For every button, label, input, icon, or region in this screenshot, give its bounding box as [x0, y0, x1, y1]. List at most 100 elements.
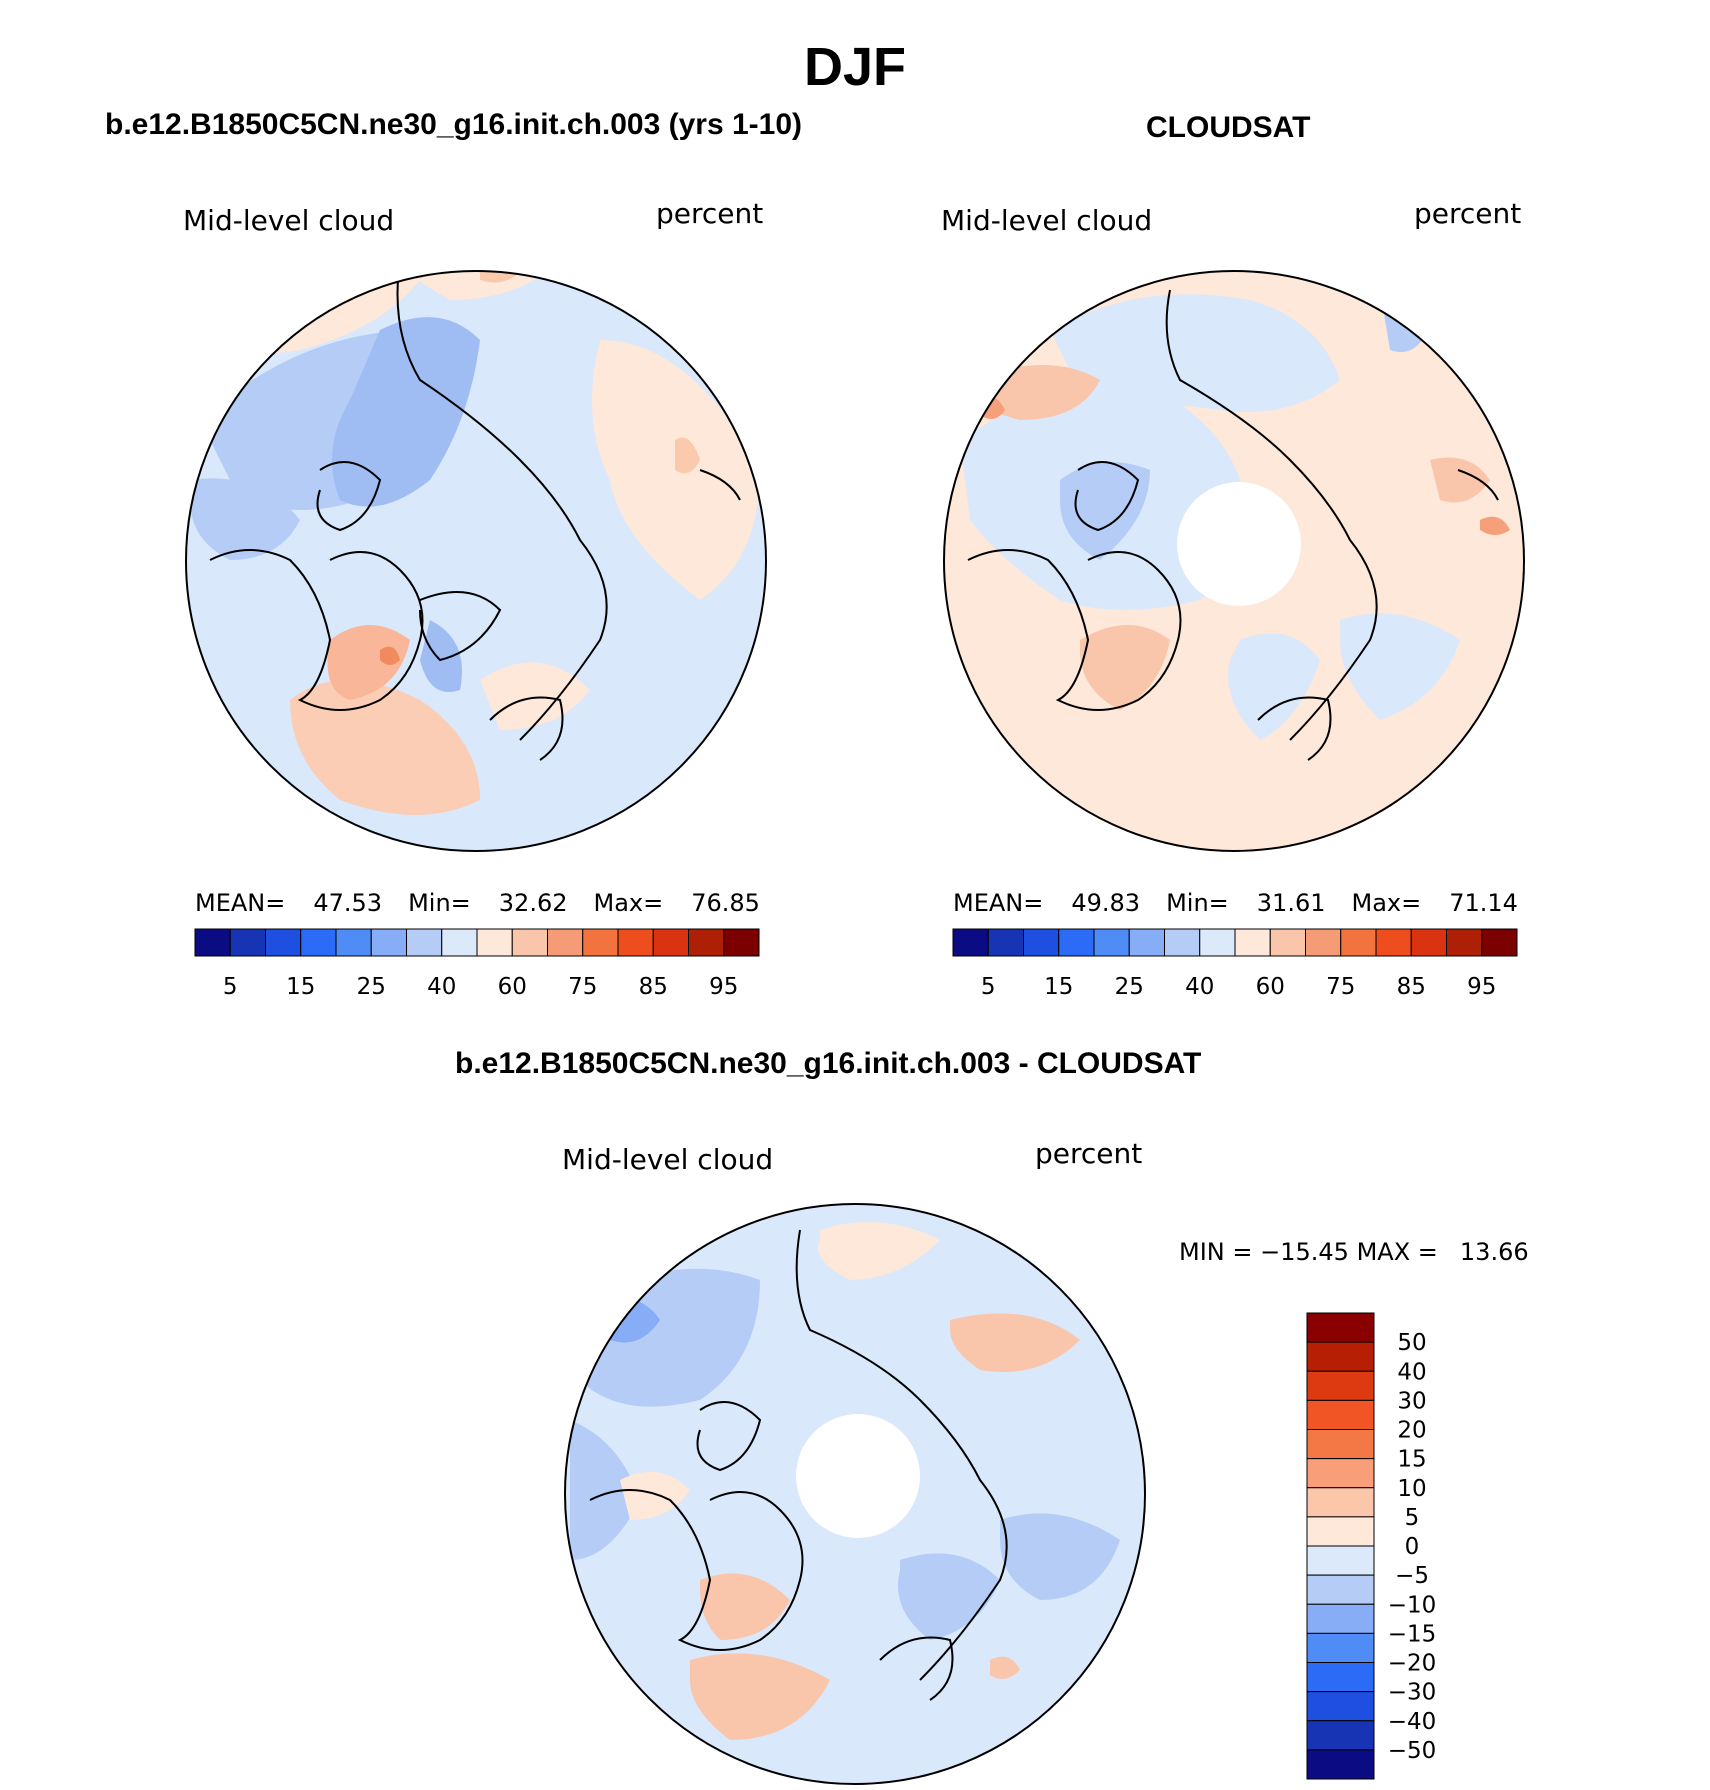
colorbar-3-swatch — [1306, 1632, 1375, 1663]
colorbar-1-swatch — [652, 928, 689, 957]
colorbar-2-swatch — [1375, 928, 1412, 957]
colorbar-3-swatch — [1306, 1429, 1375, 1460]
colorbar-1-swatch — [582, 928, 619, 957]
map-2 — [943, 270, 1525, 852]
colorbar-2-swatch — [1410, 928, 1447, 957]
panel-1-min-value: 32.62 — [498, 889, 568, 917]
panel-2-variable: Mid-level cloud — [941, 204, 1153, 237]
panel-2-min-value: 31.61 — [1256, 889, 1326, 917]
colorbar-3-tick-label: −30 — [1388, 1680, 1437, 1706]
panel-2-min-label: Min= — [1166, 889, 1229, 917]
diff-max-value: 13.66 — [1459, 1238, 1529, 1266]
panel-1-variable: Mid-level cloud — [183, 204, 395, 237]
colorbar-2-swatch — [1093, 928, 1130, 957]
panel-1-min-label: Min= — [408, 889, 471, 917]
colorbar-3-tick-label: 40 — [1397, 1359, 1426, 1385]
colorbar-3-swatch — [1306, 1574, 1375, 1605]
colorbar-2-tick-label: 15 — [1044, 974, 1073, 1000]
colorbar-1-tick-label: 95 — [709, 974, 738, 1000]
map-1 — [185, 270, 767, 852]
colorbar-1-swatch — [406, 928, 443, 957]
colorbar-2-tick-label: 95 — [1467, 974, 1496, 1000]
colorbar-1-tick-label: 75 — [568, 974, 597, 1000]
colorbar-3-swatch — [1306, 1603, 1375, 1634]
colorbar-2-swatch — [1446, 928, 1483, 957]
colorbar-2: 5 15 25 40 60 75 85 95 — [952, 928, 1518, 1000]
colorbar-3-tick-label: −10 — [1388, 1592, 1437, 1618]
colorbar-1-swatch — [441, 928, 478, 957]
colorbar-1-swatch — [335, 928, 372, 957]
colorbar-3-swatch — [1306, 1720, 1375, 1751]
colorbar-1-swatch — [370, 928, 407, 957]
colorbar-3-swatch — [1306, 1691, 1375, 1722]
colorbar-2-swatch — [1164, 928, 1201, 957]
diff-panel-units: percent — [1035, 1137, 1143, 1170]
colorbar-2-tick-label: 25 — [1115, 974, 1144, 1000]
panel-2-mean-label: MEAN= — [953, 889, 1044, 917]
colorbar-2-swatch — [1269, 928, 1306, 957]
panel-1-mean-value: 47.53 — [313, 889, 383, 917]
colorbar-2-tick-label: 40 — [1185, 974, 1214, 1000]
colorbar-1-swatch — [723, 928, 760, 957]
colorbar-3-tick-label: 50 — [1397, 1330, 1426, 1356]
diff-min-label: MIN = — [1179, 1238, 1253, 1266]
colorbar-3-swatch — [1306, 1341, 1375, 1372]
colorbar-3-tick-label: 20 — [1397, 1418, 1426, 1444]
colorbar-3-tick-label: 0 — [1405, 1534, 1420, 1560]
colorbar-1-tick-label: 40 — [427, 974, 456, 1000]
colorbar-2-swatch — [1058, 928, 1095, 957]
colorbar-3-swatch — [1306, 1458, 1375, 1489]
colorbar-3-swatch — [1306, 1545, 1375, 1576]
panel-2-max-label: Max= — [1351, 889, 1422, 917]
colorbar-3-swatch — [1306, 1516, 1375, 1547]
diff-panel-minmax: MIN = −15.45 MAX = 13.66 — [1179, 1238, 1529, 1266]
colorbar-1-tick-label: 85 — [639, 974, 668, 1000]
panel-2-max-value: 71.14 — [1449, 889, 1518, 917]
colorbar-1-swatch — [476, 928, 513, 957]
colorbar-2-swatch — [952, 928, 989, 957]
diff-panel-variable: Mid-level cloud — [562, 1143, 774, 1176]
colorbar-1-swatch — [229, 928, 266, 957]
colorbar-1-swatch — [547, 928, 584, 957]
colorbar-3-tick-label: 5 — [1405, 1505, 1420, 1531]
colorbar-2-tick-label: 5 — [981, 974, 996, 1000]
colorbar-3-tick-label: −20 — [1388, 1651, 1437, 1677]
colorbar-2-swatch — [1128, 928, 1165, 957]
colorbar-3-swatch — [1306, 1487, 1375, 1518]
colorbar-2-swatch — [1199, 928, 1236, 957]
panel-2-title: CLOUDSAT — [1146, 111, 1311, 144]
colorbar-2-swatch — [1023, 928, 1060, 957]
colorbar-2-tick-label: 75 — [1326, 974, 1355, 1000]
colorbar-1-swatch — [194, 928, 231, 957]
colorbar-2-swatch — [1234, 928, 1271, 957]
colorbar-1-swatch — [265, 928, 302, 957]
diff-min-value: −15.45 — [1260, 1238, 1349, 1266]
colorbar-2-tick-label: 60 — [1256, 974, 1285, 1000]
panel-2-stats: MEAN= 49.83 Min= 31.61 Max= 71.14 — [953, 889, 1518, 917]
colorbar-3-swatch — [1306, 1370, 1375, 1401]
colorbar-1-swatch — [617, 928, 654, 957]
colorbar-1-tick-label: 5 — [223, 974, 238, 1000]
panel-1-title: b.e12.B1850C5CN.ne30_g16.init.ch.003 (yr… — [105, 108, 803, 141]
colorbar-1-tick-label: 60 — [498, 974, 527, 1000]
panel-1-max-value: 76.85 — [691, 889, 760, 917]
colorbar-3-swatch — [1306, 1749, 1375, 1780]
colorbar-3-swatch — [1306, 1312, 1375, 1343]
map-3 — [564, 1203, 1146, 1785]
colorbar-3-swatch — [1306, 1399, 1375, 1430]
colorbar-3-tick-label: −15 — [1388, 1621, 1437, 1647]
panel-1-units: percent — [656, 197, 764, 230]
colorbar-3-tick-label: −40 — [1388, 1709, 1437, 1735]
colorbar-1: 5 15 25 40 60 75 85 95 — [194, 928, 760, 1000]
colorbar-3-tick-label: 30 — [1397, 1388, 1426, 1414]
colorbar-1-swatch — [300, 928, 337, 957]
colorbar-2-swatch — [987, 928, 1024, 957]
colorbar-1-tick-label: 25 — [357, 974, 386, 1000]
colorbar-3-tick-label: −5 — [1395, 1563, 1429, 1589]
main-title: DJF — [803, 37, 906, 97]
panel-1-stats: MEAN= 47.53 Min= 32.62 Max= 76.85 — [195, 889, 760, 917]
panel-1-max-label: Max= — [593, 889, 664, 917]
colorbar-2-swatch — [1340, 928, 1377, 957]
